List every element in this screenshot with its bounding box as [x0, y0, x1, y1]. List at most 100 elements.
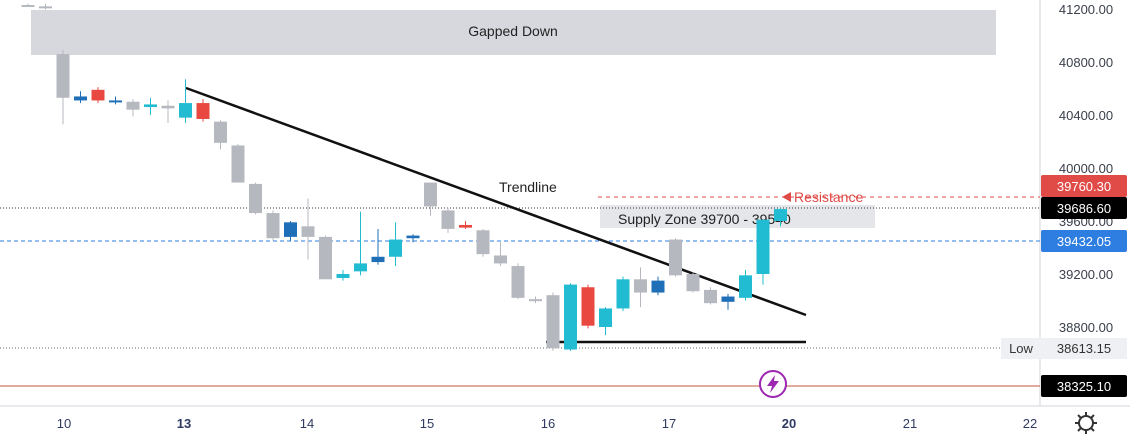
candle — [21, 3, 35, 8]
time-axis-tick: 16 — [541, 416, 555, 431]
candle — [196, 99, 210, 122]
resistance-price-bg — [1041, 175, 1127, 197]
gear-teeth — [1075, 412, 1097, 434]
current-price-value: 39686.60 — [1057, 201, 1111, 216]
candle — [599, 307, 612, 335]
low-price-value: 38613.15 — [1057, 341, 1111, 356]
price-axis-tick: 40800.00 — [1059, 55, 1113, 70]
candle-body — [371, 256, 385, 263]
candle — [441, 207, 455, 233]
time-axis[interactable]: 10 13 14 15 16 17 20 21 22 — [57, 416, 1037, 431]
price-axis-tick: 40400.00 — [1059, 108, 1113, 123]
gap-zone-rect[interactable] — [31, 10, 996, 55]
candle — [319, 235, 332, 280]
candle-body — [441, 210, 455, 229]
candle — [109, 96, 122, 105]
candle — [249, 182, 262, 215]
candle — [336, 270, 350, 281]
low-label-bg — [1001, 338, 1041, 359]
candle-body — [599, 308, 612, 327]
candle-body — [739, 275, 752, 298]
candle — [161, 100, 175, 123]
resistance-price-value: 39760.30 — [1057, 179, 1111, 194]
candle-body — [354, 263, 367, 272]
candle-body — [284, 222, 297, 237]
candle-body — [196, 103, 210, 119]
time-axis-tick: 13 — [177, 416, 191, 431]
bottom-price-badge: 38325.10 — [1041, 375, 1127, 397]
candle — [91, 87, 105, 104]
candle — [144, 97, 157, 115]
price-axis-tick: 41200.00 — [1059, 2, 1113, 17]
replay-button[interactable] — [759, 370, 787, 398]
candle-body — [546, 295, 560, 349]
candle-body — [21, 5, 35, 8]
candle-body — [301, 226, 315, 237]
candle — [424, 182, 437, 216]
candle-body — [651, 280, 665, 293]
time-axis-tick: 17 — [662, 416, 676, 431]
candle-body — [179, 103, 192, 118]
candle — [756, 219, 770, 285]
resistance-annotation[interactable]: Resistance — [782, 189, 863, 205]
candle — [774, 207, 787, 227]
prev-close-price-bg — [1041, 230, 1127, 252]
candle-body — [336, 274, 350, 278]
trendline-label: Trendline — [499, 179, 557, 195]
candle — [266, 210, 280, 241]
bottom-price-bg — [1041, 375, 1127, 397]
candle — [476, 228, 490, 257]
low-badge: Low 38613.15 — [1001, 338, 1127, 359]
candle — [739, 270, 752, 301]
price-axis-tick: 38800.00 — [1059, 320, 1113, 335]
candle-body — [476, 230, 490, 255]
low-price-bg — [1041, 338, 1127, 359]
low-label: Low — [1009, 341, 1033, 356]
candle-body — [161, 105, 175, 109]
candles — [21, 3, 787, 351]
candle — [459, 221, 472, 229]
candle-body — [389, 239, 402, 257]
settings-button[interactable] — [1075, 412, 1097, 434]
prev-close-price-badge: 39432.05 — [1041, 230, 1127, 252]
gap-zone[interactable]: Gapped Down — [31, 10, 996, 55]
candle — [126, 99, 140, 117]
candle-body — [56, 54, 70, 98]
lightning-icon — [767, 375, 779, 393]
candle — [494, 242, 507, 267]
supply-zone-rect[interactable] — [600, 205, 875, 228]
time-axis-tick: 21 — [903, 416, 917, 431]
gap-zone-label: Gapped Down — [468, 23, 558, 39]
candle — [704, 287, 717, 305]
candle-body — [774, 209, 787, 221]
gear-icon — [1078, 415, 1094, 431]
candle-body — [581, 287, 595, 326]
candle-body — [231, 145, 245, 183]
candle — [546, 292, 560, 351]
candle-body — [634, 279, 647, 293]
time-axis-tick: 14 — [300, 416, 314, 431]
candle-body — [686, 274, 700, 292]
current-price-badge: 39686.60 — [1041, 197, 1127, 219]
supply-zone[interactable]: Supply Zone 39700 - 39540 — [600, 205, 875, 228]
resistance-label: Resistance — [794, 189, 863, 205]
candle-body — [249, 183, 262, 214]
time-axis-tick: 22 — [1023, 416, 1037, 431]
candle-body — [616, 279, 630, 309]
candle — [511, 263, 525, 300]
time-axis-tick: 10 — [57, 416, 71, 431]
prev-close-price-value: 39432.05 — [1057, 234, 1111, 249]
candle-body — [406, 235, 420, 239]
candle — [686, 272, 700, 293]
resistance-price-badge: 39760.30 — [1041, 175, 1127, 197]
price-axis-tick: 39200.00 — [1059, 267, 1113, 282]
candle-body — [126, 101, 140, 110]
candle-body — [529, 299, 542, 302]
trendline[interactable] — [185, 86, 807, 317]
candle-body — [459, 224, 472, 228]
candle-body — [214, 121, 227, 143]
candle-body — [109, 100, 122, 103]
candle-body — [144, 104, 157, 108]
candle-body — [91, 89, 105, 101]
